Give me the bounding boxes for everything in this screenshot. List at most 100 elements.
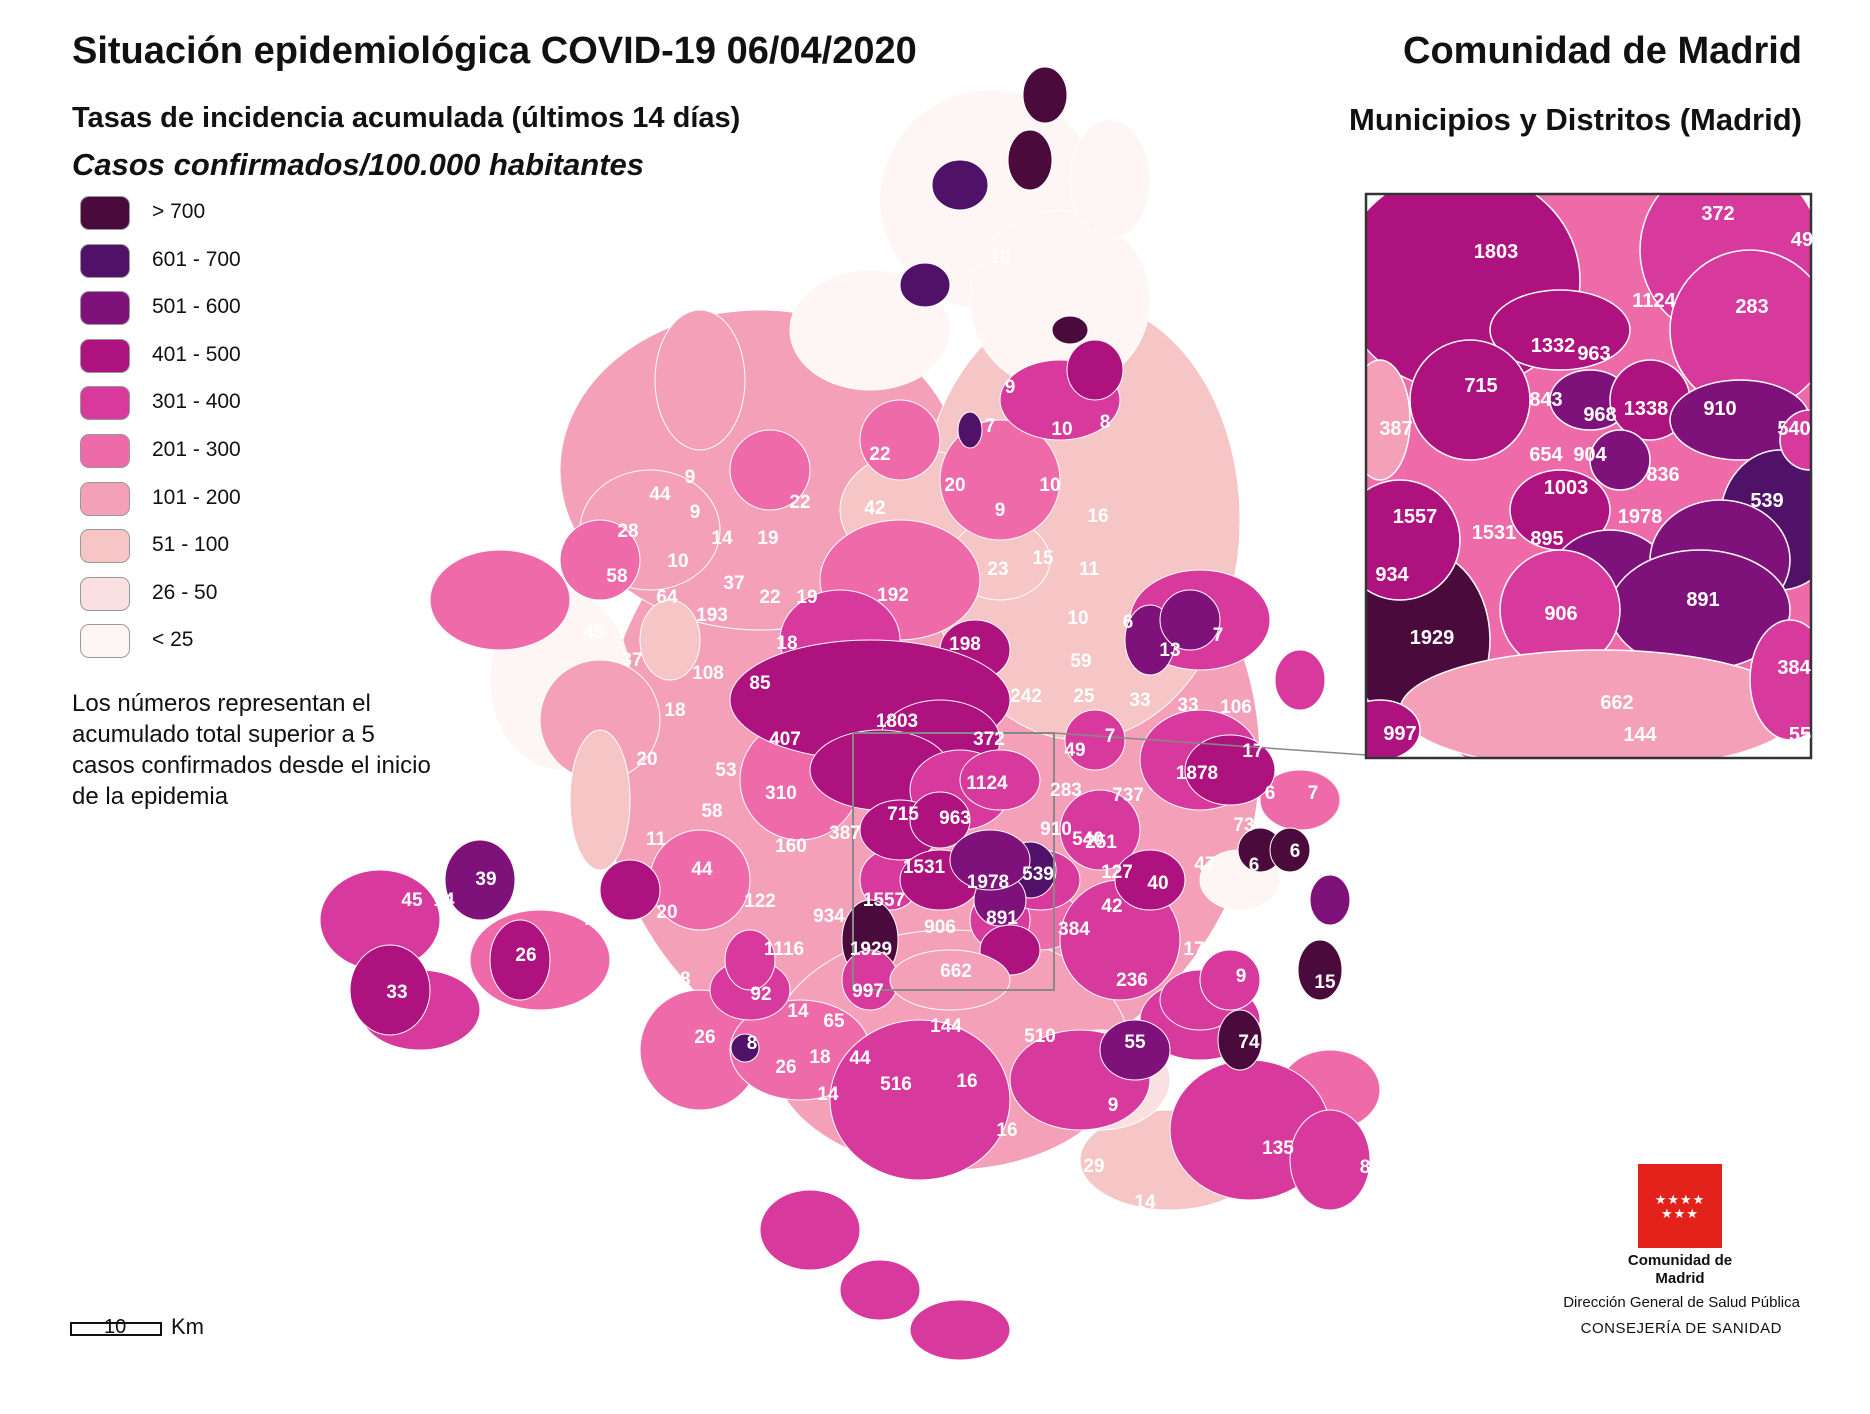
map-value-label: 14	[787, 1001, 809, 1022]
map-value-label: 28	[617, 521, 638, 542]
map-value-label: 1878	[1176, 763, 1218, 784]
inset-value-label: 1124	[1632, 290, 1676, 312]
inset-value-label: 144	[1623, 724, 1657, 746]
map-value-label: 934	[813, 906, 845, 927]
map-value-label: 15	[947, 1267, 969, 1288]
map-region	[349, 944, 431, 1036]
map-value-label: 42	[1101, 896, 1122, 917]
map-value-label: 98	[669, 969, 690, 990]
map-region	[939, 419, 1061, 541]
map-region	[909, 1299, 1011, 1361]
map-region	[724, 929, 776, 991]
inset-value-label: 836	[1646, 464, 1679, 486]
map-value-label: 58	[701, 801, 722, 822]
map-value-label: 25	[1073, 686, 1095, 707]
map-value-label: 106	[1220, 697, 1252, 718]
map-value-label: 8	[1360, 1157, 1371, 1178]
legend-swatch	[80, 243, 130, 278]
inset-value-label: 843	[1529, 389, 1562, 411]
map-value-label: 1124	[966, 773, 1008, 794]
map-region	[1059, 789, 1141, 871]
map-value-label: 17	[1183, 939, 1204, 960]
inset-value-label: 387	[1379, 418, 1412, 440]
map-region	[1274, 649, 1326, 711]
map-value-label: 14	[1134, 1192, 1156, 1213]
map-value-label: 7	[1213, 625, 1224, 646]
map-region	[1269, 827, 1311, 873]
map-value-label: 18	[776, 633, 797, 654]
map-value-label: 1929	[850, 939, 892, 960]
map-value-label: 6	[1265, 783, 1276, 804]
map-value-label: 10	[667, 551, 688, 572]
map-value-label: 16	[956, 1071, 977, 1092]
map-value-label: 26	[775, 1057, 796, 1078]
map-value-label: 37	[723, 573, 744, 594]
map-subtitle: Tasas de incidencia acumulada (últimos 1…	[72, 102, 741, 134]
map-region	[839, 1259, 921, 1321]
map-value-label: 13	[1159, 640, 1180, 661]
inset-labels: 372 49 1803 1124 283 1332 963 715 843 968 1338 910 3…	[1375, 203, 1813, 746]
map-value-label: 59	[1070, 651, 1091, 672]
legend-swatch	[80, 338, 130, 373]
map-region	[957, 411, 983, 449]
inset-region	[1366, 699, 1421, 758]
map-region	[1309, 874, 1351, 926]
map-value-label: 19	[796, 587, 817, 608]
map-value-label: 16	[996, 1120, 1017, 1141]
map-value-label: 9	[1236, 966, 1247, 987]
map-value-label: 45	[401, 890, 423, 911]
map-region	[1007, 129, 1053, 191]
map-region	[1114, 849, 1186, 911]
map-value-label: 10	[1039, 475, 1060, 496]
map-value-label: 144	[930, 1016, 962, 1037]
map-value-label: 73	[1233, 815, 1254, 836]
inset-region	[1409, 339, 1531, 461]
map-value-label: 9	[995, 500, 1006, 521]
map-value-label: 407	[769, 729, 801, 750]
map-value-label: 17	[1242, 741, 1263, 762]
madrid-city-inset	[1364, 192, 1813, 760]
map-value-label: 22	[759, 587, 780, 608]
map-value-label: 10	[500, 768, 521, 789]
inset-value-label: 715	[1464, 375, 1497, 397]
map-value-label: 15	[1314, 972, 1336, 993]
map-region	[729, 429, 811, 511]
map-value-label: 516	[880, 1074, 912, 1095]
map-region	[444, 839, 516, 921]
inset-value-label: 49	[1791, 229, 1813, 251]
map-value-label: 7	[583, 909, 594, 930]
inset-value-label: 384	[1777, 657, 1811, 679]
map-value-label: 40	[1147, 873, 1168, 894]
map-value-label: 64	[656, 587, 678, 608]
inset-value-label: 1332	[1531, 335, 1576, 357]
map-value-label: 10	[1067, 608, 1088, 629]
map-region	[949, 829, 1031, 891]
map-value-label: 6	[1290, 841, 1301, 862]
map-value-label: 1978	[967, 872, 1009, 893]
map-region	[1051, 315, 1089, 345]
map-value-label: 963	[939, 808, 971, 829]
map-value-label: 29	[1083, 1156, 1104, 1177]
map-region	[1289, 1109, 1371, 1211]
map-value-label: 18	[809, 1047, 830, 1068]
map-value-label: 19	[757, 528, 778, 549]
map-value-label: 58	[606, 566, 627, 587]
map-value-label: 49	[583, 622, 604, 643]
map-region	[1297, 939, 1343, 1001]
map-value-label: 55	[1124, 1032, 1146, 1053]
map-value-label: 387	[829, 823, 861, 844]
map-value-label: 14	[817, 1084, 839, 1105]
inset-region	[1366, 359, 1411, 481]
map-value-label: 33	[386, 982, 407, 1003]
inset-value-label: 968	[1583, 404, 1616, 426]
map-value-label: 11	[646, 829, 667, 850]
map-value-label: 9	[1284, 1009, 1295, 1030]
map-value-label: 193	[696, 605, 728, 626]
map-value-label: 539	[1022, 864, 1054, 885]
map-value-label: 662	[940, 961, 972, 982]
map-scope: Municipios y Distritos (Madrid)	[1349, 102, 1802, 137]
inset-value-label: 539	[1750, 490, 1783, 512]
map-value-label: 192	[877, 585, 909, 606]
map-value-label: 242	[1010, 686, 1042, 707]
map-region	[1066, 339, 1124, 401]
